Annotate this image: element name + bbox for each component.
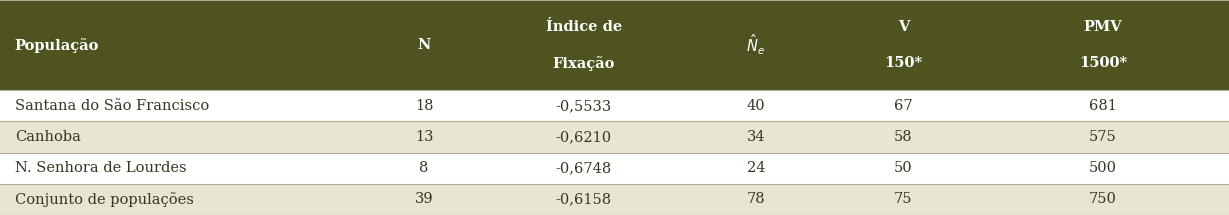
Text: -0,5533: -0,5533	[556, 99, 612, 113]
Text: Índice de: Índice de	[546, 20, 622, 34]
Text: 34: 34	[746, 130, 766, 144]
Bar	[0, 184, 1229, 215]
Text: 58: 58	[893, 130, 913, 144]
Text: $\hat{N}_e$: $\hat{N}_e$	[746, 33, 766, 57]
Bar	[0, 121, 1229, 153]
Bar	[0, 90, 1229, 121]
Text: 750: 750	[1089, 192, 1117, 206]
Text: Santana do São Francisco: Santana do São Francisco	[15, 99, 209, 113]
Text: -0,6158: -0,6158	[556, 192, 612, 206]
Text: V: V	[897, 20, 909, 34]
Text: 1500*: 1500*	[1079, 56, 1127, 71]
Text: 500: 500	[1089, 161, 1117, 175]
Text: 39: 39	[414, 192, 434, 206]
Text: 18: 18	[414, 99, 434, 113]
Text: Canhoba: Canhoba	[15, 130, 81, 144]
Text: 78: 78	[746, 192, 766, 206]
Text: Conjunto de populações: Conjunto de populações	[15, 192, 194, 207]
Text: 150*: 150*	[884, 56, 923, 71]
Text: -0,6748: -0,6748	[556, 161, 612, 175]
Text: População: População	[15, 38, 100, 53]
Text: Fixação: Fixação	[553, 56, 614, 71]
Text: 67: 67	[893, 99, 913, 113]
Text: 24: 24	[746, 161, 766, 175]
Text: 50: 50	[893, 161, 913, 175]
Text: 40: 40	[746, 99, 766, 113]
Text: -0,6210: -0,6210	[556, 130, 612, 144]
Text: 681: 681	[1089, 99, 1117, 113]
Text: N: N	[418, 38, 430, 52]
Text: N. Senhora de Lourdes: N. Senhora de Lourdes	[15, 161, 187, 175]
Bar	[0, 153, 1229, 184]
Text: 75: 75	[893, 192, 913, 206]
Text: 8: 8	[419, 161, 429, 175]
Text: 13: 13	[414, 130, 434, 144]
Text: 575: 575	[1089, 130, 1117, 144]
Bar	[0, 0, 1229, 90]
Text: PMV: PMV	[1084, 20, 1122, 34]
